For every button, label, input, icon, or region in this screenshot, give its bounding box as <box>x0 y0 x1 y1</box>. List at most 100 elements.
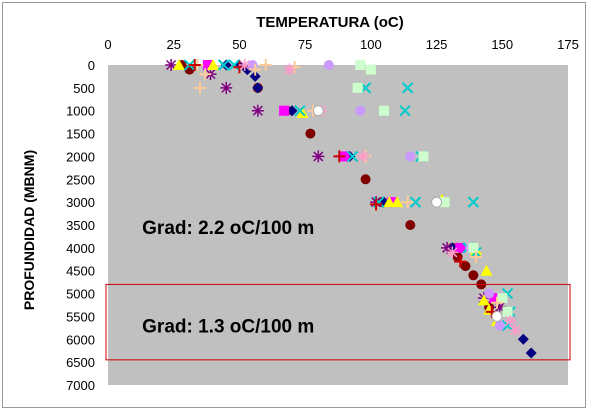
data-point <box>279 105 290 116</box>
data-point <box>259 59 272 71</box>
data-point <box>467 196 480 208</box>
data-point <box>391 196 404 208</box>
x-tick-label: 0 <box>104 37 111 52</box>
data-point <box>468 242 479 253</box>
x-tick-label: 50 <box>232 37 246 52</box>
y-tick-label: 4500 <box>66 264 95 279</box>
data-point <box>352 82 363 93</box>
x-tick-label: 125 <box>426 37 448 52</box>
y-tick-label: 500 <box>73 81 95 96</box>
data-point <box>220 81 233 94</box>
y-tick-label: 1500 <box>66 127 95 142</box>
data-point <box>401 82 414 94</box>
data-point <box>446 246 459 259</box>
data-point <box>305 128 316 139</box>
data-point <box>220 59 232 71</box>
plot-area <box>108 65 568 385</box>
data-point <box>252 82 264 94</box>
data-point <box>294 105 306 117</box>
data-point <box>165 59 178 71</box>
y-tick-label: 3500 <box>66 218 95 233</box>
data-point <box>217 59 230 71</box>
x-tick-label: 25 <box>166 37 180 52</box>
data-point <box>441 241 454 254</box>
data-point <box>460 261 471 272</box>
data-point <box>439 197 450 208</box>
y-tick-label: 0 <box>88 58 95 73</box>
data-point <box>484 288 495 299</box>
data-point <box>355 105 366 116</box>
data-point <box>228 59 240 71</box>
data-point <box>455 242 466 253</box>
data-point <box>468 270 479 281</box>
data-point <box>470 251 482 263</box>
y-tick-label: 2500 <box>66 172 95 187</box>
data-point <box>312 150 325 163</box>
data-point <box>477 294 490 306</box>
data-point <box>333 150 346 163</box>
data-point <box>504 315 517 327</box>
y-tick-label: 5000 <box>66 287 95 302</box>
y-axis-label: PROFUNDIDAD (MBNM) <box>21 150 37 310</box>
x-tick-label: 100 <box>360 37 382 52</box>
data-point <box>418 151 429 162</box>
data-point <box>379 105 389 116</box>
y-tick-label: 4000 <box>66 241 95 256</box>
data-point <box>249 70 261 82</box>
data-point <box>202 60 213 70</box>
data-point <box>365 64 376 75</box>
y-tick-label: 6000 <box>66 332 95 347</box>
data-point <box>346 150 359 163</box>
data-point <box>405 151 416 162</box>
data-point <box>431 196 443 208</box>
y-tick-label: 6500 <box>66 355 95 370</box>
x-tick-label: 150 <box>491 37 513 52</box>
x-tick-label: 75 <box>298 37 312 52</box>
data-point <box>399 105 411 117</box>
data-point <box>323 60 334 70</box>
data-point <box>251 104 264 117</box>
x-axis-ticks: 0 25 50 75 100 125 150 175 <box>104 37 578 52</box>
data-point <box>493 301 506 314</box>
data-point <box>283 63 296 76</box>
data-point <box>509 324 522 337</box>
data-point <box>489 293 500 304</box>
data-point <box>383 196 396 208</box>
data-point <box>401 196 414 209</box>
data-point <box>491 296 504 309</box>
data-marks <box>165 59 537 359</box>
data-point <box>525 347 537 359</box>
data-point <box>355 60 366 70</box>
gradient-annotation: Grad: 2.2 oC/100 m <box>142 218 314 239</box>
y-tick-label: 5500 <box>66 309 95 324</box>
data-point <box>405 220 416 230</box>
data-point <box>502 306 513 317</box>
data-point <box>312 105 324 117</box>
y-tick-label: 2000 <box>66 149 95 164</box>
data-point <box>286 105 298 117</box>
data-point <box>360 174 371 185</box>
y-axis-ticks: 0 500 1000 1500 2000 2500 3000 3500 4000 4500 5000… <box>66 58 95 393</box>
y-tick-label: 3000 <box>66 195 95 210</box>
data-point <box>494 320 505 331</box>
annotations: Grad: 2.2 oC/100 m Grad: 1.3 oC/100 m <box>142 218 314 337</box>
data-point <box>517 333 529 345</box>
data-point <box>480 264 493 276</box>
data-point <box>370 198 383 211</box>
x-tick-label: 175 <box>557 37 579 52</box>
data-point <box>199 68 212 81</box>
data-point <box>356 150 369 163</box>
data-point <box>172 59 185 70</box>
data-point <box>207 59 220 70</box>
gradient-annotation: Grad: 1.3 oC/100 m <box>142 316 314 337</box>
y-tick-label: 1000 <box>66 104 95 119</box>
data-point <box>194 81 206 94</box>
data-point <box>238 59 251 71</box>
data-point <box>188 59 201 71</box>
data-point <box>497 293 508 304</box>
y-tick-label: 7000 <box>66 378 95 393</box>
data-point <box>409 196 422 208</box>
highlight-box <box>105 283 571 361</box>
data-point <box>491 310 503 322</box>
